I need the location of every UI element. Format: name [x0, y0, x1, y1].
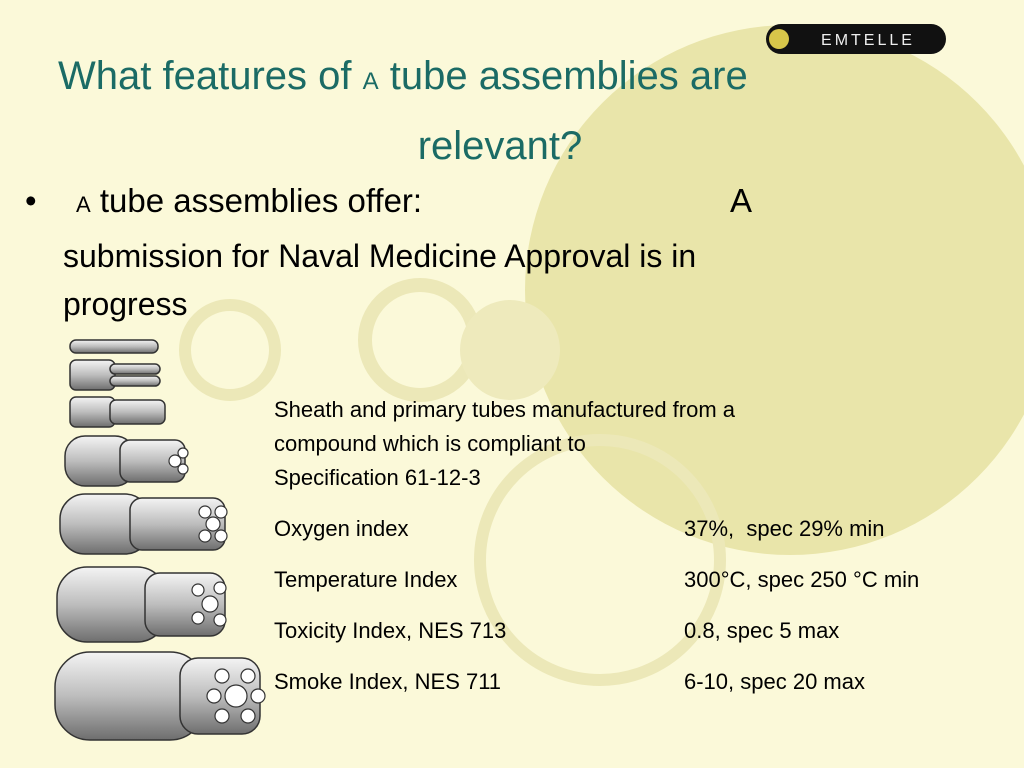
spec-value: 300°C, spec 250 °C min	[684, 567, 920, 592]
spec-value: 6-10, spec 20 max	[684, 669, 865, 694]
title-line: What features of A tube assemblies are	[58, 54, 748, 99]
spec-name: Oxygen index	[274, 516, 409, 541]
spec-value: 0.8, spec 5 max	[684, 618, 840, 643]
bullet-text: progress	[63, 286, 188, 322]
title-line: relevant?	[417, 124, 583, 168]
bullet-dot: •	[25, 182, 37, 219]
bullet-text: submission for Naval Medicine Approval i…	[63, 238, 697, 274]
spec-name: Smoke Index, NES 711	[274, 669, 502, 694]
title-text: What features of	[58, 54, 352, 98]
description-line: Specification 61-12-3	[274, 465, 481, 490]
spec-name: Toxicity Index, NES 713	[274, 618, 507, 643]
description-line: compound which is compliant to	[274, 431, 586, 456]
title-mark: A	[362, 68, 379, 95]
bullet-text: tube assemblies offer:	[99, 182, 423, 219]
spec-name: Temperature Index	[274, 567, 458, 592]
logo: EMTELLE	[821, 32, 915, 49]
description-line: Sheath and primary tubes manufactured fr…	[274, 397, 736, 422]
bullet-line: A tube assemblies offer:	[76, 182, 422, 220]
bullet-mark: A	[730, 182, 753, 219]
spec-value: 37%, spec 29% min	[684, 516, 885, 541]
title-text: tube assemblies are	[389, 54, 748, 98]
bullet-mark: A	[76, 192, 91, 217]
